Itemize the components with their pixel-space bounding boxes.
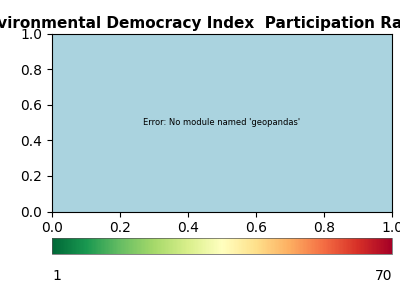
Text: Error: No module named 'geopandas': Error: No module named 'geopandas' — [144, 118, 300, 127]
Text: Environmental Democracy Index  Participation Rank: Environmental Democracy Index Participat… — [0, 16, 400, 30]
Text: 70: 70 — [374, 269, 392, 282]
Text: 1: 1 — [52, 269, 61, 282]
